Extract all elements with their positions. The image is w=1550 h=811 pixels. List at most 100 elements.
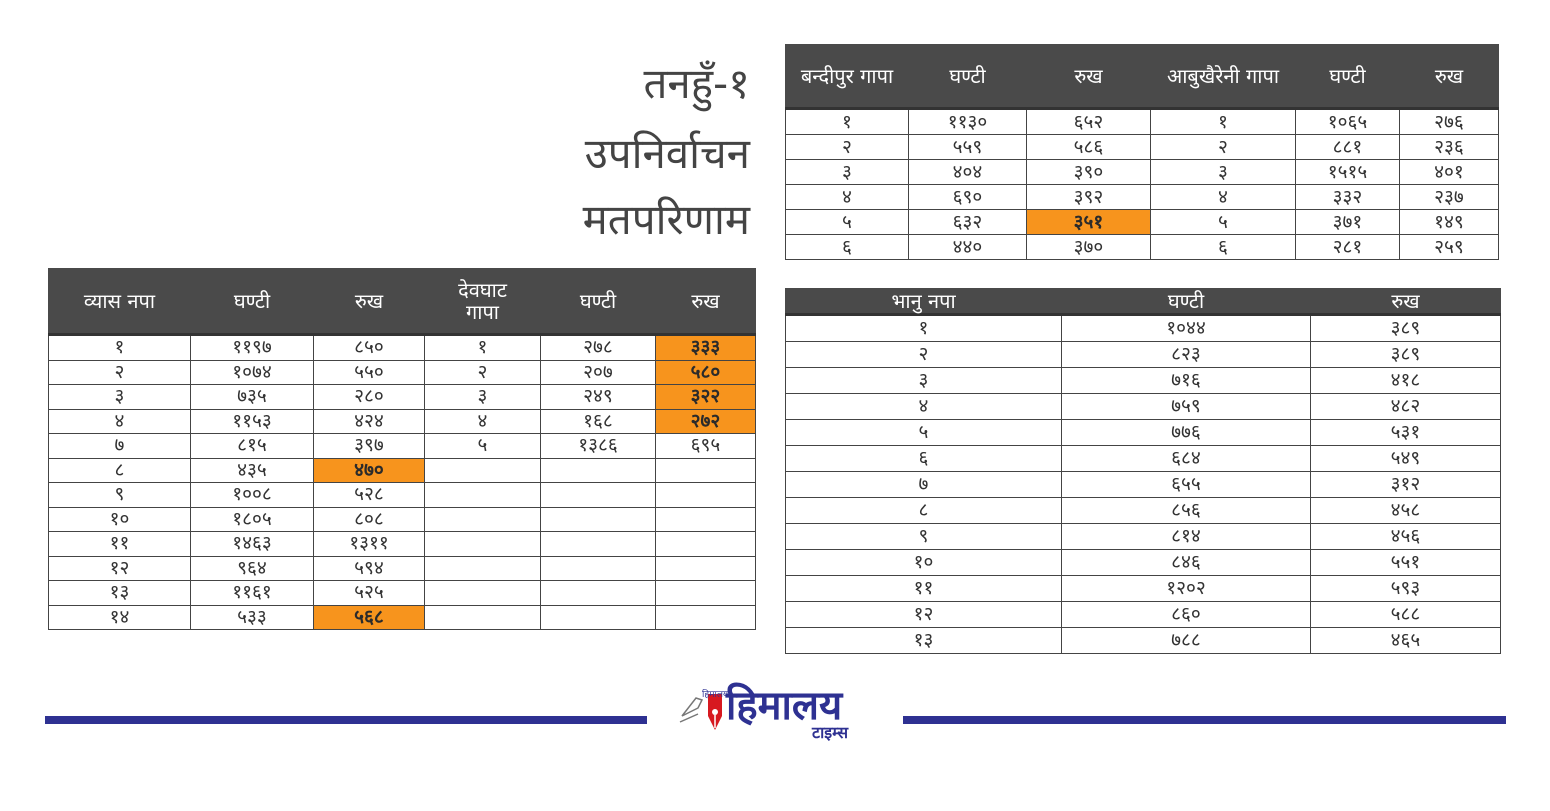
table-cell: १३११ (313, 531, 425, 557)
table-cell: ५५९ (908, 134, 1027, 160)
table-cell: ५३१ (1310, 419, 1501, 446)
table-cell: ७ (785, 471, 1062, 498)
header-rukh: रुख (1026, 44, 1151, 109)
table-cell: ६५२ (1026, 107, 1151, 135)
table-cell: ४१८ (1310, 367, 1501, 394)
table-cell: २ (785, 341, 1062, 368)
table-cell: ८५० (313, 333, 425, 361)
table-row: १२ ८६० ५८८ (785, 601, 1501, 628)
table-cell (540, 531, 656, 557)
table-cell (540, 457, 656, 483)
footer-bar-left (45, 716, 647, 724)
table-cell: ११३० (908, 107, 1027, 135)
table-cell: १३८६ (540, 433, 656, 459)
header-ghanti: घण्टी (908, 44, 1027, 109)
table-bandipur-abukhaireni: बन्दीपुर गापा घण्टी रुख आबुखैरेनी गापा घ… (785, 44, 1499, 260)
table-row: ७ ८१५ ३९७ ५ १३८६ ६९५ (48, 433, 756, 459)
table-cell: २ (424, 359, 541, 385)
table-cell (540, 555, 656, 581)
table-cell: १ (785, 107, 909, 135)
table-cell: ४ (48, 408, 191, 434)
header-ghanti: घण्टी (1295, 44, 1400, 109)
table-cell: ५५० (313, 359, 425, 385)
table-cell: २५९ (1399, 234, 1499, 260)
table-cell: ४२४ (313, 408, 425, 434)
table-cell: १४ (48, 604, 191, 630)
table-row: ९ १००८ ५२८ (48, 482, 756, 508)
table-cell: २०७ (540, 359, 656, 385)
table-cell: ८१४ (1061, 523, 1311, 550)
table-cell: ४५८ (1310, 497, 1501, 524)
table-cell: २७८ (540, 333, 656, 361)
table-byas-devghat: व्यास नपा घण्टी रुख देवघाट गापा घण्टी रु… (48, 268, 756, 630)
table-cell: २७६ (1399, 107, 1499, 135)
table-cell: ४७० (313, 457, 425, 483)
table-cell: ३७१ (1295, 209, 1400, 235)
table-row: ३ ७१६ ४१८ (785, 367, 1501, 394)
header-abukhaireni-ward: आबुखैरेनी गापा (1150, 44, 1296, 109)
table-cell: ५८८ (1310, 601, 1501, 628)
logo-sub-text: टाइम्स (812, 723, 849, 742)
table-cell: ५९४ (313, 555, 425, 581)
table-row: १ ११९७ ८५० १ २७८ ३३३ (48, 333, 756, 361)
table-cell: ३८९ (1310, 313, 1501, 342)
table-cell: ९ (48, 482, 191, 508)
table-cell: ४४० (908, 234, 1027, 260)
header-byas-ward: व्यास नपा (48, 268, 191, 335)
table-cell: ८०८ (313, 506, 425, 532)
table-row: १२ ९६४ ५९४ (48, 555, 756, 581)
table-cell: ३ (424, 384, 541, 410)
table-cell: ११६१ (190, 580, 314, 606)
table-cell: २ (1150, 134, 1296, 160)
table-cell (655, 457, 756, 483)
himalaya-times-logo: हिमालय हिमालय टाइम्स (672, 684, 882, 744)
table-row: ११ १४६३ १३११ (48, 531, 756, 557)
table-cell: ६९० (908, 184, 1027, 210)
table-cell: ५५१ (1310, 549, 1501, 576)
table-cell: ७७६ (1061, 419, 1311, 446)
header-rukh: रुख (1310, 288, 1501, 315)
table-cell: ८४६ (1061, 549, 1311, 576)
table-cell: ८५६ (1061, 497, 1311, 524)
table-cell (655, 580, 756, 606)
table-cell: ४३५ (190, 457, 314, 483)
table-cell: ५ (424, 433, 541, 459)
header-rukh: रुख (655, 268, 756, 335)
title-line2: उपनिर्वाचन (584, 129, 750, 178)
table-cell: ३९२ (1026, 184, 1151, 210)
table-row: १ १०४४ ३८९ (785, 313, 1501, 342)
table-cell: १० (48, 506, 191, 532)
table-cell: २ (48, 359, 191, 385)
title-line3: मतपरिणाम (582, 195, 750, 244)
table-cell (540, 482, 656, 508)
header-devghat-ward: देवघाट गापा (424, 268, 541, 335)
table-cell: ३ (1150, 159, 1296, 185)
table-cell: ५८६ (1026, 134, 1151, 160)
header-bandipur-ward: बन्दीपुर गापा (785, 44, 909, 109)
table-cell: ३ (785, 159, 909, 185)
table-cell: १ (48, 333, 191, 361)
table-cell: ३३३ (655, 333, 756, 361)
table-cell: ८६० (1061, 601, 1311, 628)
table-cell: २८१ (1295, 234, 1400, 260)
table-cell (540, 580, 656, 606)
table-cell: १ (1150, 107, 1296, 135)
table-cell (540, 506, 656, 532)
header-bhanu-ward: भानु नपा (785, 288, 1062, 315)
table-cell: १२ (785, 601, 1062, 628)
table-cell: २८० (313, 384, 425, 410)
table-row: ४ ११५३ ४२४ ४ १६८ २७२ (48, 408, 756, 434)
table-cell: ३९७ (313, 433, 425, 459)
table-cell: ३९० (1026, 159, 1151, 185)
table-cell: १६८ (540, 408, 656, 434)
table-cell: ५२५ (313, 580, 425, 606)
table-cell: ३५१ (1026, 209, 1151, 235)
table-cell: ७ (48, 433, 191, 459)
header-ghanti: घण्टी (1061, 288, 1311, 315)
table-cell (424, 555, 541, 581)
table-cell (540, 604, 656, 630)
table-row: ११ १२०२ ५९३ (785, 575, 1501, 602)
table-cell: ४ (785, 184, 909, 210)
table-cell: ११५३ (190, 408, 314, 434)
table-cell: ६ (1150, 234, 1296, 260)
